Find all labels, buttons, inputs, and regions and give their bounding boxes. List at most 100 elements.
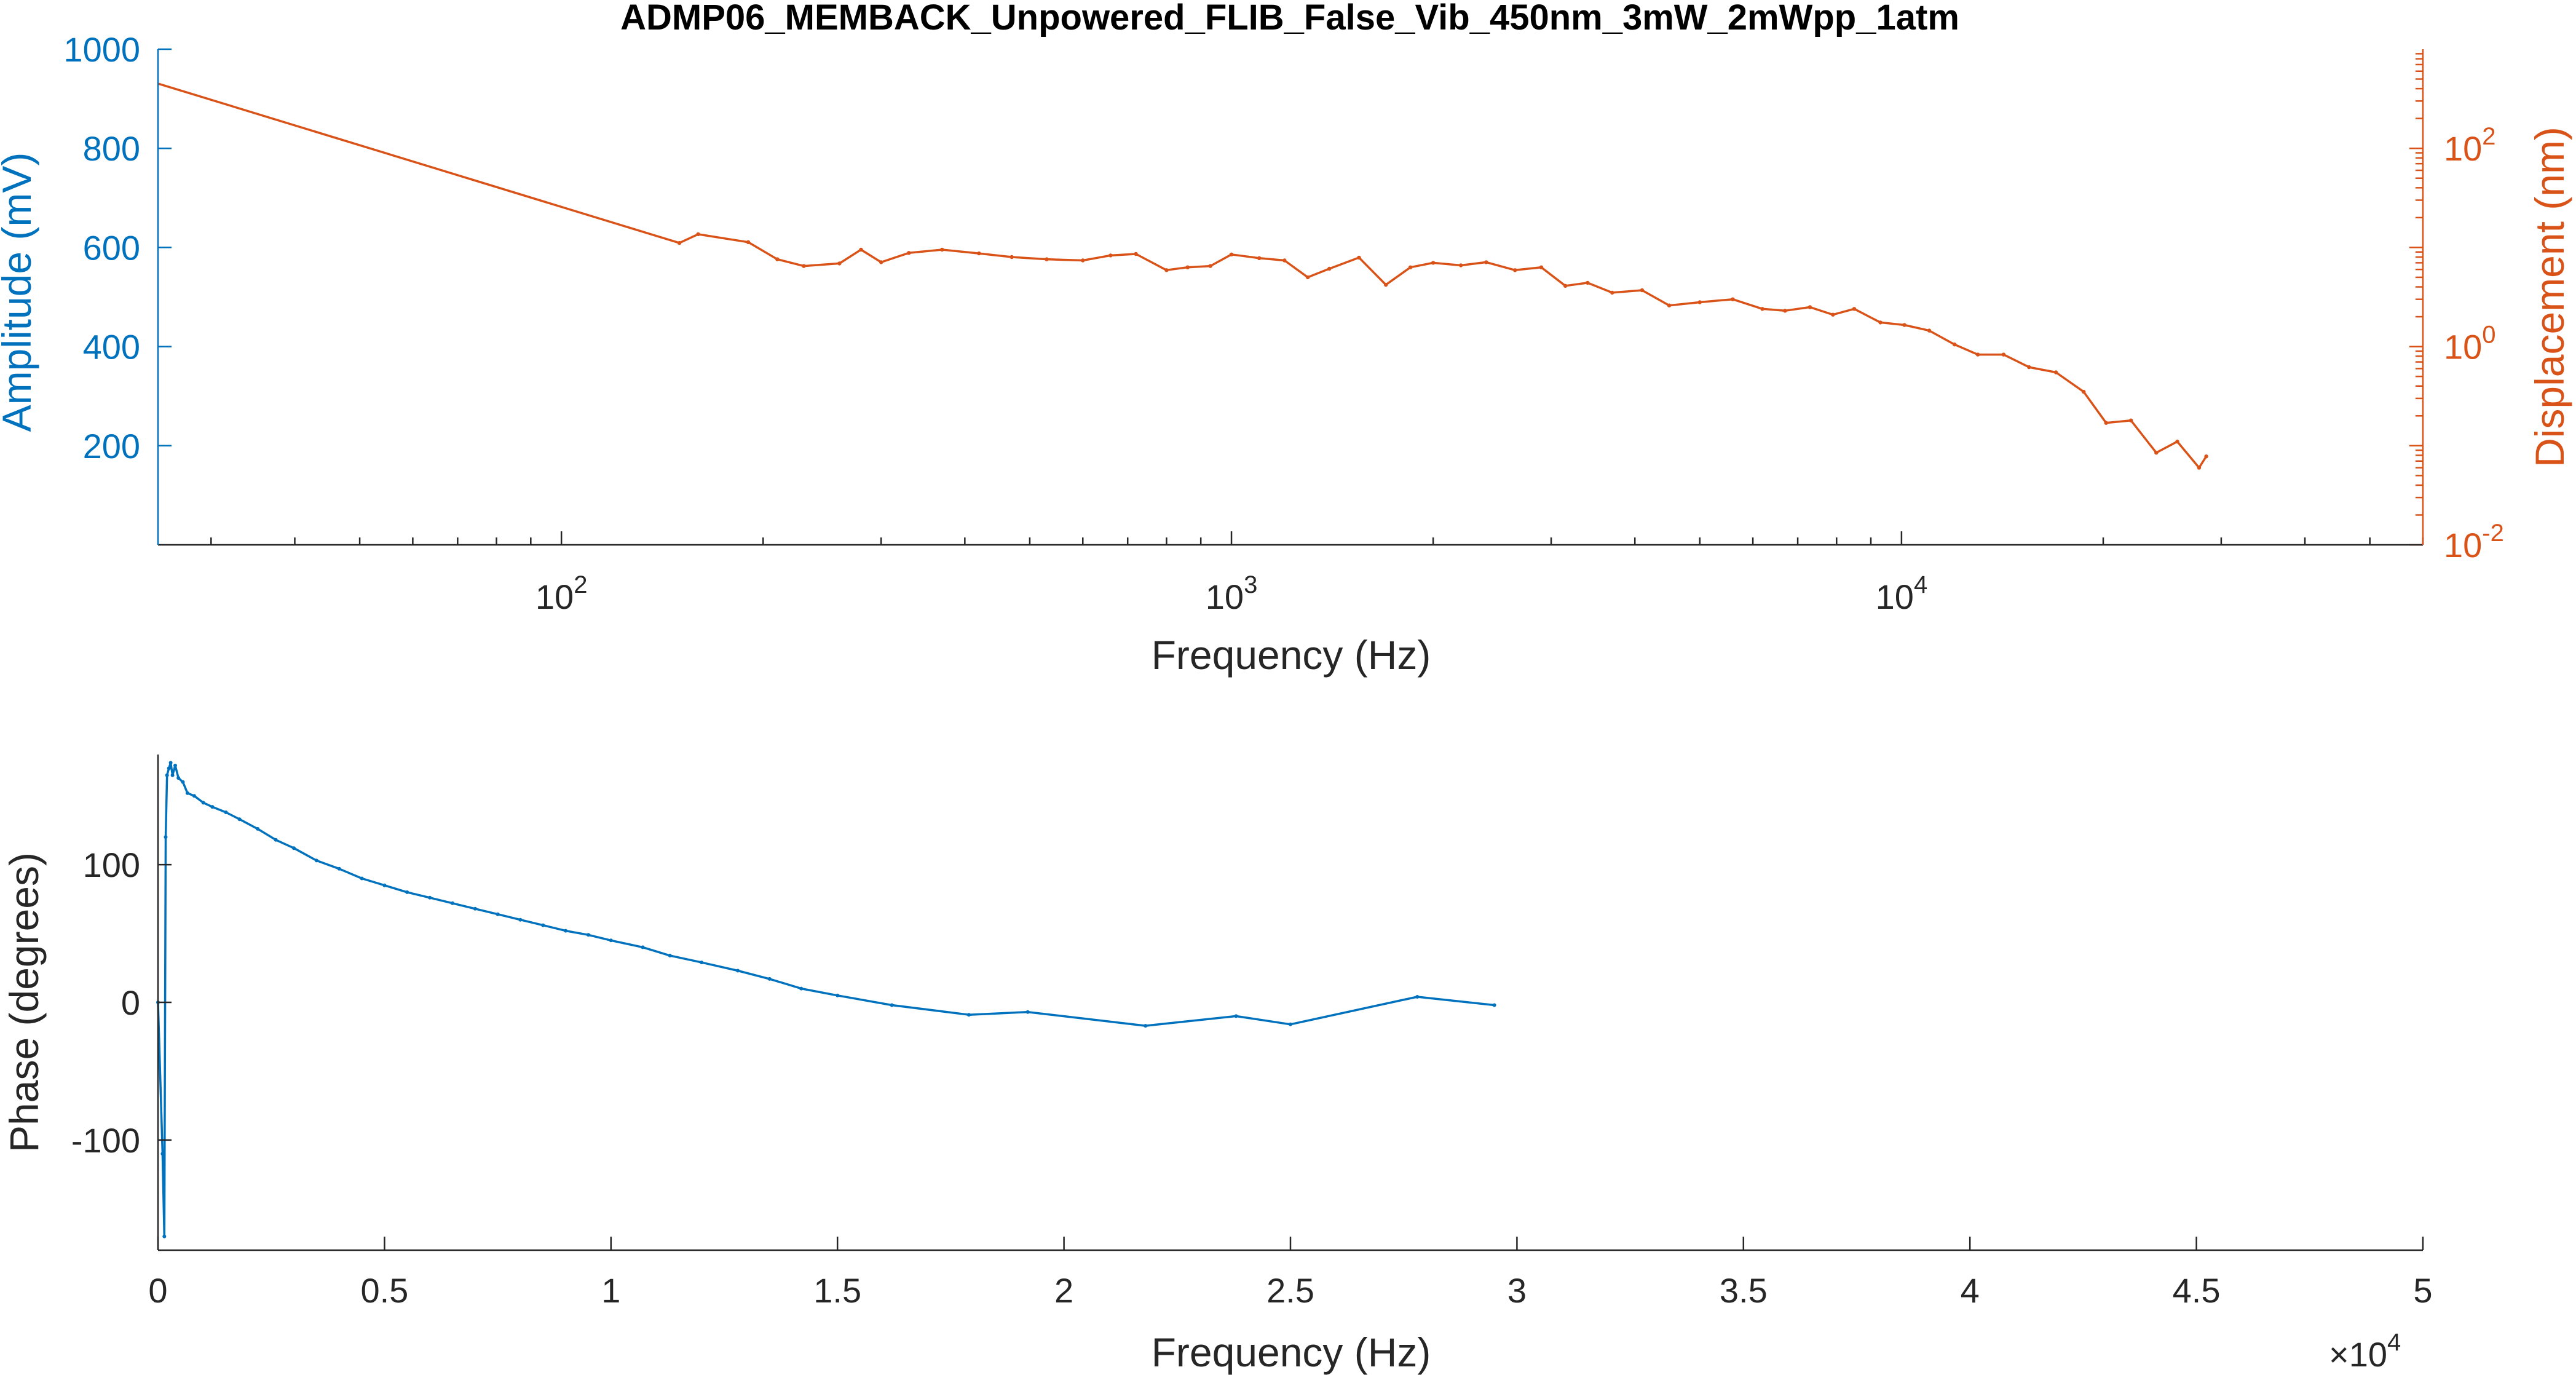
top-y-right-tick-label: 10-2	[2444, 520, 2504, 565]
phase-point	[541, 923, 545, 927]
bottom-x-exponent: ×104	[2329, 1329, 2401, 1374]
phase-point	[237, 817, 242, 822]
bottom-x-tick-label: 4	[1961, 1271, 1980, 1310]
phase-point	[700, 961, 704, 965]
displacement-point	[1586, 280, 1590, 285]
phase-point	[176, 776, 181, 780]
phase-point	[162, 1234, 167, 1238]
bottom-x-tick-label: 2	[1054, 1271, 1073, 1310]
displacement-point	[696, 232, 700, 237]
displacement-point	[1975, 352, 1980, 357]
phase-point	[210, 805, 215, 809]
displacement-point	[977, 251, 981, 256]
displacement-point	[879, 260, 883, 264]
bottom-x-tick-label: 3.5	[1720, 1271, 1768, 1310]
phase-point	[314, 858, 318, 863]
top-x-tick-label: 102	[535, 571, 588, 616]
top-x-tick-label: 104	[1876, 571, 1928, 616]
phase-point	[360, 876, 364, 881]
displacement-point	[677, 240, 682, 245]
phase-point	[167, 766, 171, 771]
displacement-point	[1327, 266, 1332, 271]
bottom-y-tick-label: 0	[121, 983, 140, 1022]
phase-point	[1492, 1003, 1496, 1007]
phase-point	[564, 929, 568, 933]
phase-point	[609, 938, 613, 943]
displacement-point	[1878, 320, 1883, 325]
top-y-right-tick-labels: 10-2 100 102	[2444, 123, 2504, 565]
phase-point	[1234, 1014, 1238, 1018]
bottom-x-tick-labels: 0 0.5 1 1.5 2 2.5 3 3.5 4 4.5 5	[148, 1271, 2432, 1310]
bottom-y-tick-label: -100	[71, 1121, 140, 1160]
displacement-point	[775, 257, 780, 261]
phase-point	[428, 895, 432, 900]
displacement-point	[1164, 268, 1169, 272]
displacement-point	[2197, 466, 2202, 470]
phase-series	[156, 761, 1496, 1238]
bottom-axes	[157, 755, 2424, 1251]
displacement-point	[2053, 370, 2058, 374]
displacement-point	[940, 247, 944, 252]
phase-point	[337, 866, 341, 871]
phase-point	[160, 1152, 165, 1156]
displacement-point	[1697, 300, 1702, 304]
phase-line	[157, 761, 1495, 1238]
top-y-right-tick-label: 102	[2444, 123, 2496, 168]
bottom-y-tick-label: 100	[83, 846, 140, 884]
displacement-point	[2154, 451, 2159, 455]
displacement-point	[1783, 309, 1787, 313]
displacement-point	[2128, 418, 2133, 422]
bottom-x-tick-label: 5	[2413, 1271, 2432, 1310]
phase-point	[173, 763, 177, 767]
bottom-x-tick-label: 0.5	[360, 1271, 408, 1310]
displacement-point	[907, 251, 911, 255]
displacement-point	[2027, 365, 2031, 370]
top-x-axis-label: Frequency (Hz)	[1152, 632, 1431, 678]
displacement-point	[837, 261, 842, 266]
top-y-left-tick-label: 1000	[63, 30, 140, 69]
bottom-x-axis-label: Frequency (Hz)	[1152, 1329, 1431, 1375]
phase-point	[1025, 1010, 1030, 1014]
displacement-point	[1610, 290, 1614, 295]
phase-point	[192, 794, 196, 798]
phase-point	[736, 969, 740, 973]
phase-point	[450, 901, 454, 905]
top-x-minor-ticks	[210, 531, 2424, 545]
phase-point	[890, 1003, 894, 1007]
top-y-left-tick-label: 400	[83, 328, 140, 367]
phase-point	[256, 826, 260, 831]
bottom-y-axis-label: Phase (degrees)	[1, 852, 47, 1152]
displacement-point	[1667, 303, 1672, 307]
bottom-x-tick-label: 1.5	[813, 1271, 861, 1310]
displacement-point	[1431, 261, 1436, 265]
displacement-point	[1229, 252, 1234, 256]
displacement-line	[157, 82, 2208, 469]
top-y-left-tick-label: 800	[83, 129, 140, 168]
bottom-x-tick-label: 3	[1507, 1271, 1527, 1310]
top-y-left-tick-labels: 200 400 600 800 1000	[63, 30, 140, 466]
phase-point	[668, 953, 672, 957]
displacement-point	[1513, 268, 1517, 272]
phase-point	[201, 801, 205, 805]
displacement-point	[1384, 282, 1388, 287]
displacement-point	[746, 240, 751, 244]
phase-point	[587, 933, 590, 937]
phase-point	[168, 761, 173, 765]
top-y-right-axis-label: Displacement (nm)	[2527, 127, 2572, 467]
displacement-point	[1009, 255, 1014, 260]
bottom-y-tick-labels: -100 0 100	[71, 846, 140, 1160]
displacement-point	[1108, 253, 1113, 258]
displacement-point	[1902, 323, 1906, 327]
phase-point	[473, 906, 477, 911]
displacement-point	[2082, 389, 2086, 394]
displacement-point	[1208, 264, 1212, 268]
top-y-left-tick-label: 600	[83, 228, 140, 267]
top-y-left-tick-label: 200	[83, 427, 140, 466]
displacement-point	[1760, 307, 1764, 311]
displacement-point	[1081, 258, 1085, 263]
phase-chart: 0 0.5 1 1.5 2 2.5 3 3.5 4 4.5 5 -100 0 100 Frequency…	[1, 755, 2433, 1375]
displacement-point	[1563, 283, 1568, 288]
phase-point	[170, 773, 175, 777]
displacement-point	[1282, 258, 1287, 263]
displacement-point	[1852, 307, 1857, 311]
